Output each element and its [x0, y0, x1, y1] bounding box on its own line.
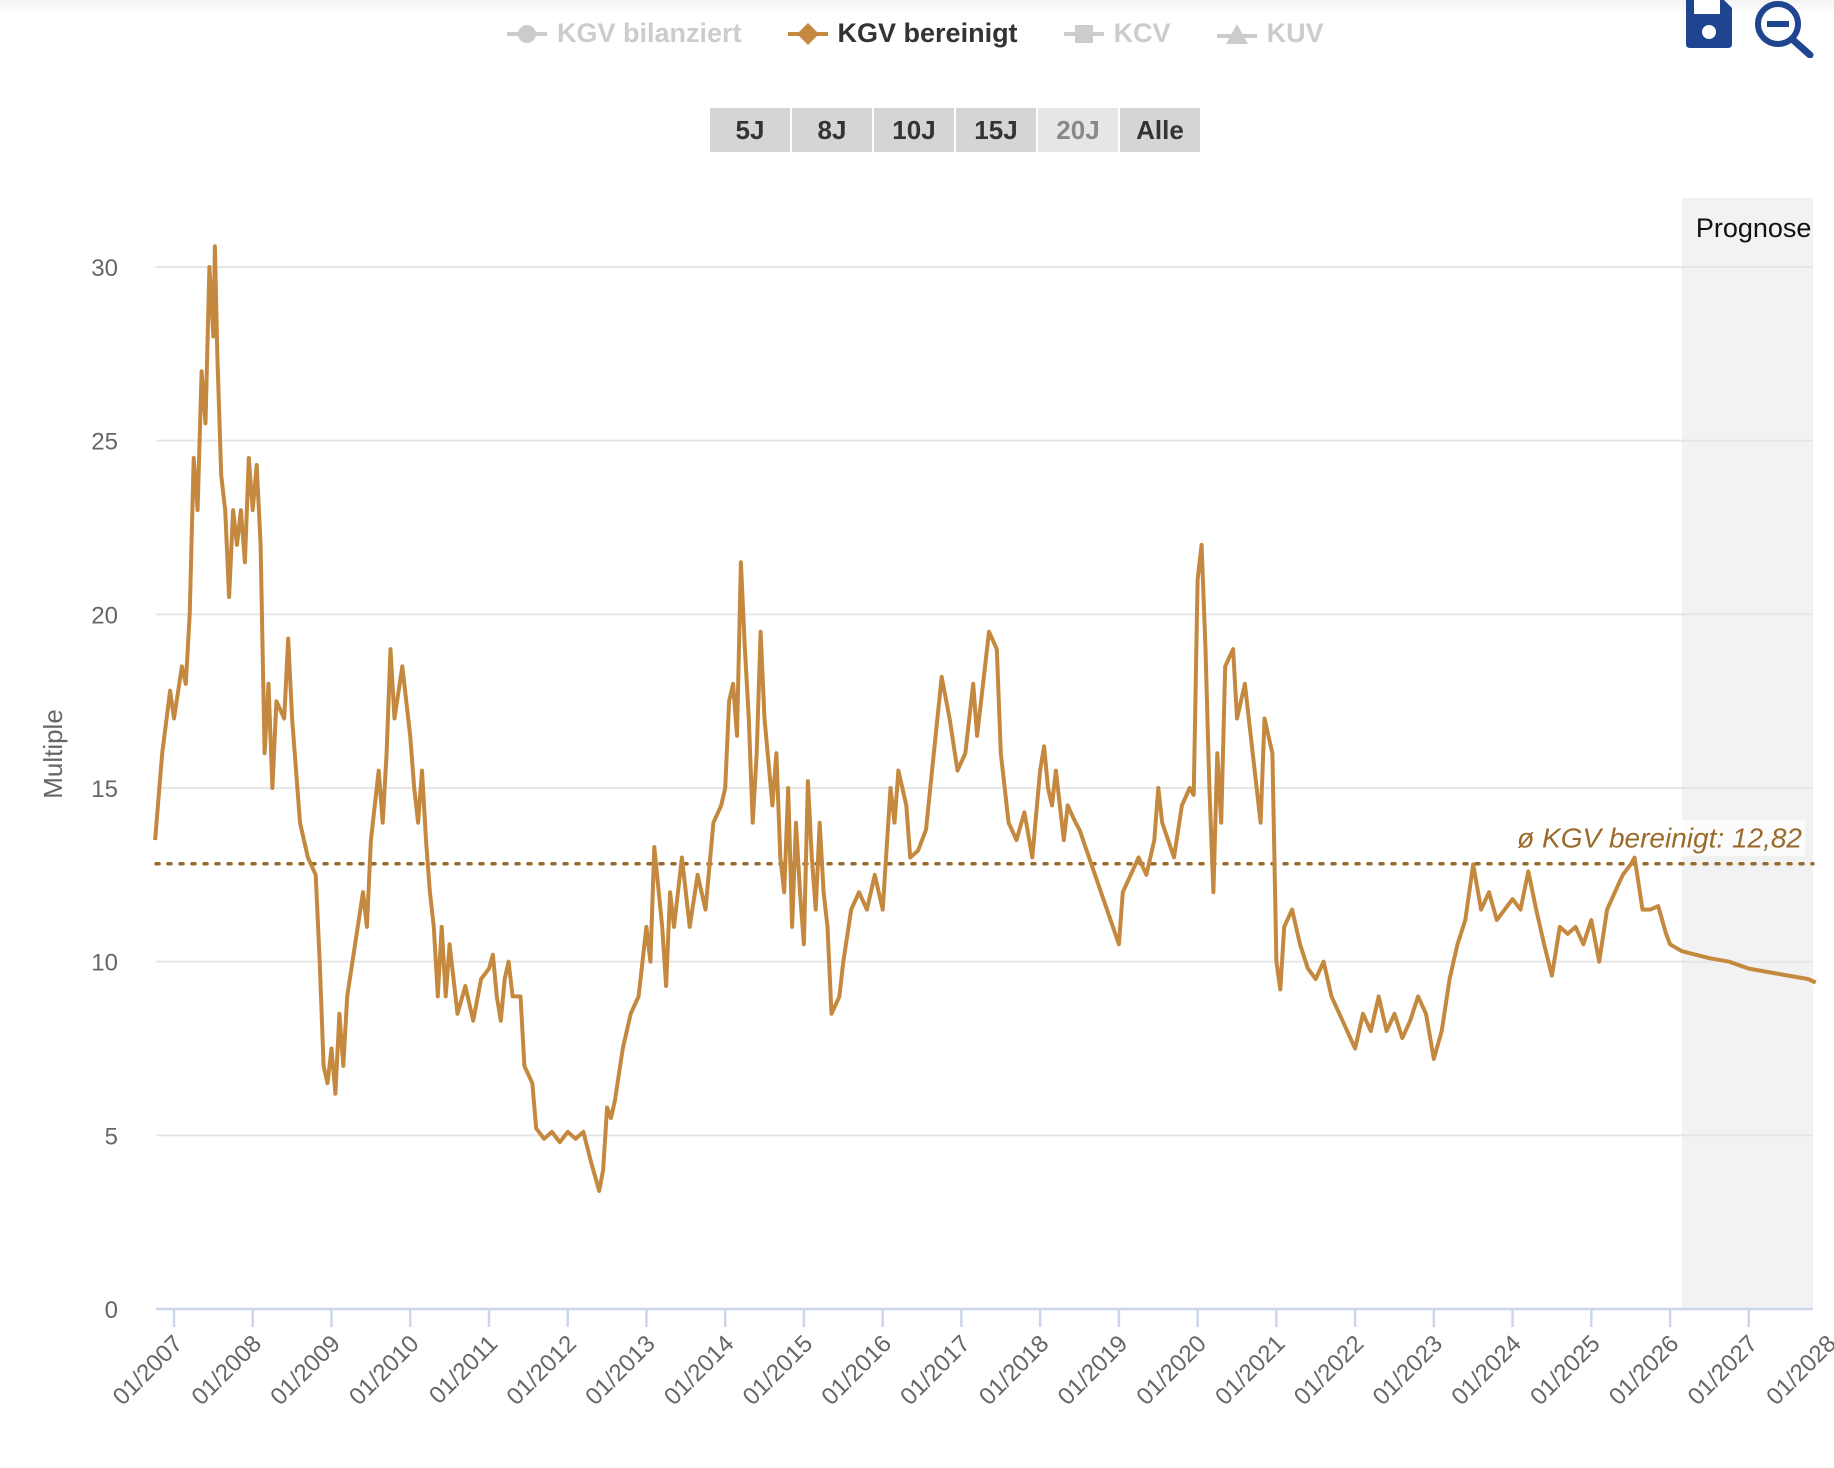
legend-label: KGV bilanziert [557, 18, 742, 48]
range-button-alle[interactable]: Alle [1120, 108, 1200, 152]
diamond-marker-icon [787, 22, 828, 45]
circle-marker-icon [507, 24, 547, 43]
legend-item-kcv[interactable]: KCV [1062, 18, 1171, 49]
legend-item-kgv-bilanziert[interactable]: KGV bilanziert [505, 18, 742, 49]
chart-legend: KGV bilanziert KGV bereinigt KCV KUV [505, 18, 1324, 49]
x-tick-label: 01/2018 [974, 1330, 1054, 1410]
y-tick-label: 10 [91, 950, 118, 977]
x-tick-label: 01/2026 [1604, 1330, 1684, 1410]
top-shadow [0, 0, 1834, 14]
range-button-8j[interactable]: 8J [792, 108, 872, 152]
y-tick-label: 5 [105, 1123, 118, 1150]
y-tick-label: 25 [91, 429, 118, 456]
x-tick-label: 01/2024 [1446, 1330, 1526, 1410]
legend-item-kgv-bereinigt[interactable]: KGV bereinigt [786, 18, 1018, 49]
x-tick-label: 01/2015 [738, 1330, 818, 1410]
x-tick-label: 01/2028 [1761, 1330, 1834, 1410]
y-tick-label: 15 [91, 776, 118, 803]
x-tick-label: 01/2008 [187, 1330, 267, 1410]
range-button-20j[interactable]: 20J [1038, 108, 1118, 152]
forecast-label: Prognose [1696, 213, 1812, 243]
range-button-15j[interactable]: 15J [956, 108, 1036, 152]
y-tick-label: 20 [91, 602, 118, 629]
save-icon[interactable] [1684, 0, 1734, 50]
x-tick-label: 01/2027 [1683, 1330, 1763, 1410]
square-marker-icon [1063, 24, 1104, 43]
average-label-background [1500, 819, 1805, 856]
y-tick-label: 30 [91, 255, 118, 282]
x-tick-label: 01/2019 [1053, 1330, 1133, 1410]
x-tick-label: 01/2011 [424, 1330, 503, 1409]
x-tick-label: 01/2025 [1525, 1330, 1605, 1410]
x-tick-label: 01/2014 [659, 1330, 739, 1410]
y-axis-title: Multiple [38, 709, 68, 799]
x-tick-label: 01/2023 [1368, 1330, 1448, 1410]
range-selector: 5J 8J 10J 15J 20J Alle [710, 108, 1200, 152]
x-tick-label: 01/2010 [344, 1330, 424, 1410]
legend-item-kuv[interactable]: KUV [1215, 18, 1324, 49]
x-tick-label: 01/2020 [1131, 1330, 1211, 1410]
zoom-out-icon[interactable] [1752, 0, 1814, 58]
x-tick-label: 01/2009 [265, 1330, 345, 1410]
range-button-10j[interactable]: 10J [874, 108, 954, 152]
x-tick-label: 01/2017 [895, 1330, 975, 1410]
triangle-marker-icon [1216, 23, 1257, 44]
x-tick-label: 01/2012 [501, 1330, 581, 1410]
legend-label: KCV [1113, 18, 1171, 48]
x-tick-label: 01/2021 [1210, 1330, 1290, 1410]
range-button-5j[interactable]: 5J [710, 108, 790, 152]
x-tick-label: 01/2007 [108, 1330, 188, 1410]
forecast-band [1681, 198, 1813, 1309]
y-tick-label: 0 [105, 1297, 118, 1324]
x-tick-label: 01/2016 [816, 1330, 896, 1410]
legend-label: KGV bereinigt [837, 18, 1018, 48]
x-tick-label: 01/2022 [1289, 1330, 1369, 1410]
series-line-kgv-bereinigt [153, 244, 1817, 1193]
legend-label: KUV [1266, 18, 1324, 48]
average-label: ø KGV bereinigt: 12,82 [1517, 823, 1802, 854]
x-tick-label: 01/2013 [580, 1330, 660, 1410]
